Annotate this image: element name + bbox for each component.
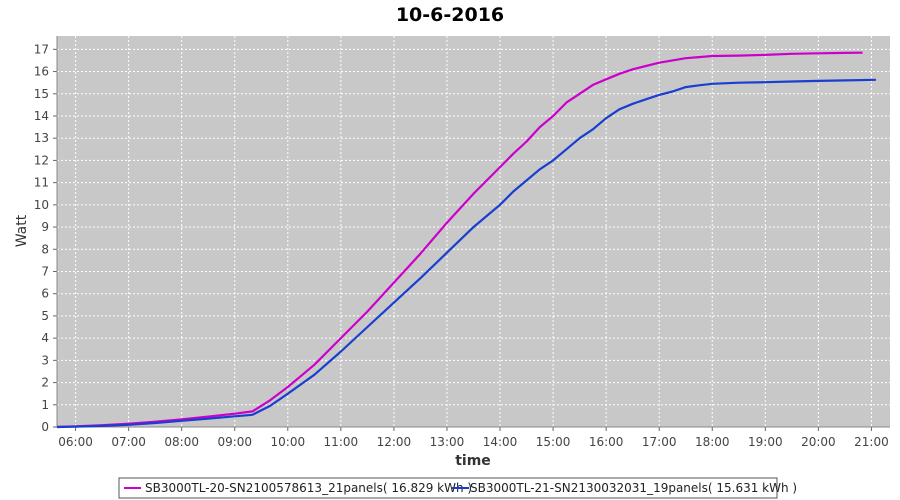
grid-lines: [57, 36, 890, 427]
y-tick-label: 13: [34, 131, 49, 145]
y-tick-label: 5: [41, 309, 49, 323]
x-tick-label: 14:00: [483, 435, 518, 449]
plot-area: [57, 36, 890, 427]
legend-label-2: SB3000TL-21-SN2130032031_19panels( 15.63…: [470, 481, 797, 495]
y-tick-label: 3: [41, 353, 49, 367]
y-tick-label: 1: [41, 398, 49, 412]
x-tick-label: 15:00: [536, 435, 571, 449]
y-tick-label: 11: [34, 176, 49, 190]
x-tick-label: 21:00: [854, 435, 889, 449]
legend: SB3000TL-20-SN2100578613_21panels( 16.82…: [118, 477, 797, 499]
series-lines: [56, 51, 876, 429]
y-tick-label: 7: [41, 264, 49, 278]
y-tick-label: 4: [41, 331, 49, 345]
series-line-2: [56, 78, 876, 429]
x-tick-label: 06:00: [58, 435, 93, 449]
x-axis: 06:00 07:00 08:00 09:00 10:00 11:00 12:00 13:00…: [57, 426, 890, 449]
x-tick-label: 11:00: [324, 435, 359, 449]
legend-box: [118, 477, 778, 499]
x-tick-label: 19:00: [748, 435, 783, 449]
x-tick-label: 09:00: [217, 435, 252, 449]
y-tick-label: 15: [34, 87, 49, 101]
x-tick-label: 10:00: [271, 435, 306, 449]
x-tick-label: 20:00: [801, 435, 836, 449]
y-tick-label: 2: [41, 376, 49, 390]
legend-label-1: SB3000TL-20-SN2100578613_21panels( 16.82…: [145, 481, 472, 495]
x-tick-label: 18:00: [695, 435, 730, 449]
y-tick-label: 8: [41, 242, 49, 256]
x-tick-label: 16:00: [589, 435, 624, 449]
y-tick-label: 0: [41, 420, 49, 434]
x-tick-label: 13:00: [430, 435, 465, 449]
chart-title: 10-6-2016: [396, 4, 504, 26]
y-tick-label: 12: [34, 153, 49, 167]
y-tick-label: 14: [34, 109, 49, 123]
x-tick-label: 17:00: [642, 435, 677, 449]
x-tick-label: 12:00: [377, 435, 412, 449]
x-tick-label: 08:00: [164, 435, 199, 449]
y-tick-label: 9: [41, 220, 49, 234]
x-axis-label: time: [455, 453, 491, 469]
series-line-1: [56, 51, 863, 429]
y-tick-label: 10: [34, 198, 49, 212]
y-tick-label: 17: [34, 42, 49, 56]
x-tick-label: 07:00: [111, 435, 146, 449]
y-tick-label: 16: [34, 65, 49, 79]
y-axis-label: Watt: [14, 214, 30, 247]
y-tick-label: 6: [41, 287, 49, 301]
